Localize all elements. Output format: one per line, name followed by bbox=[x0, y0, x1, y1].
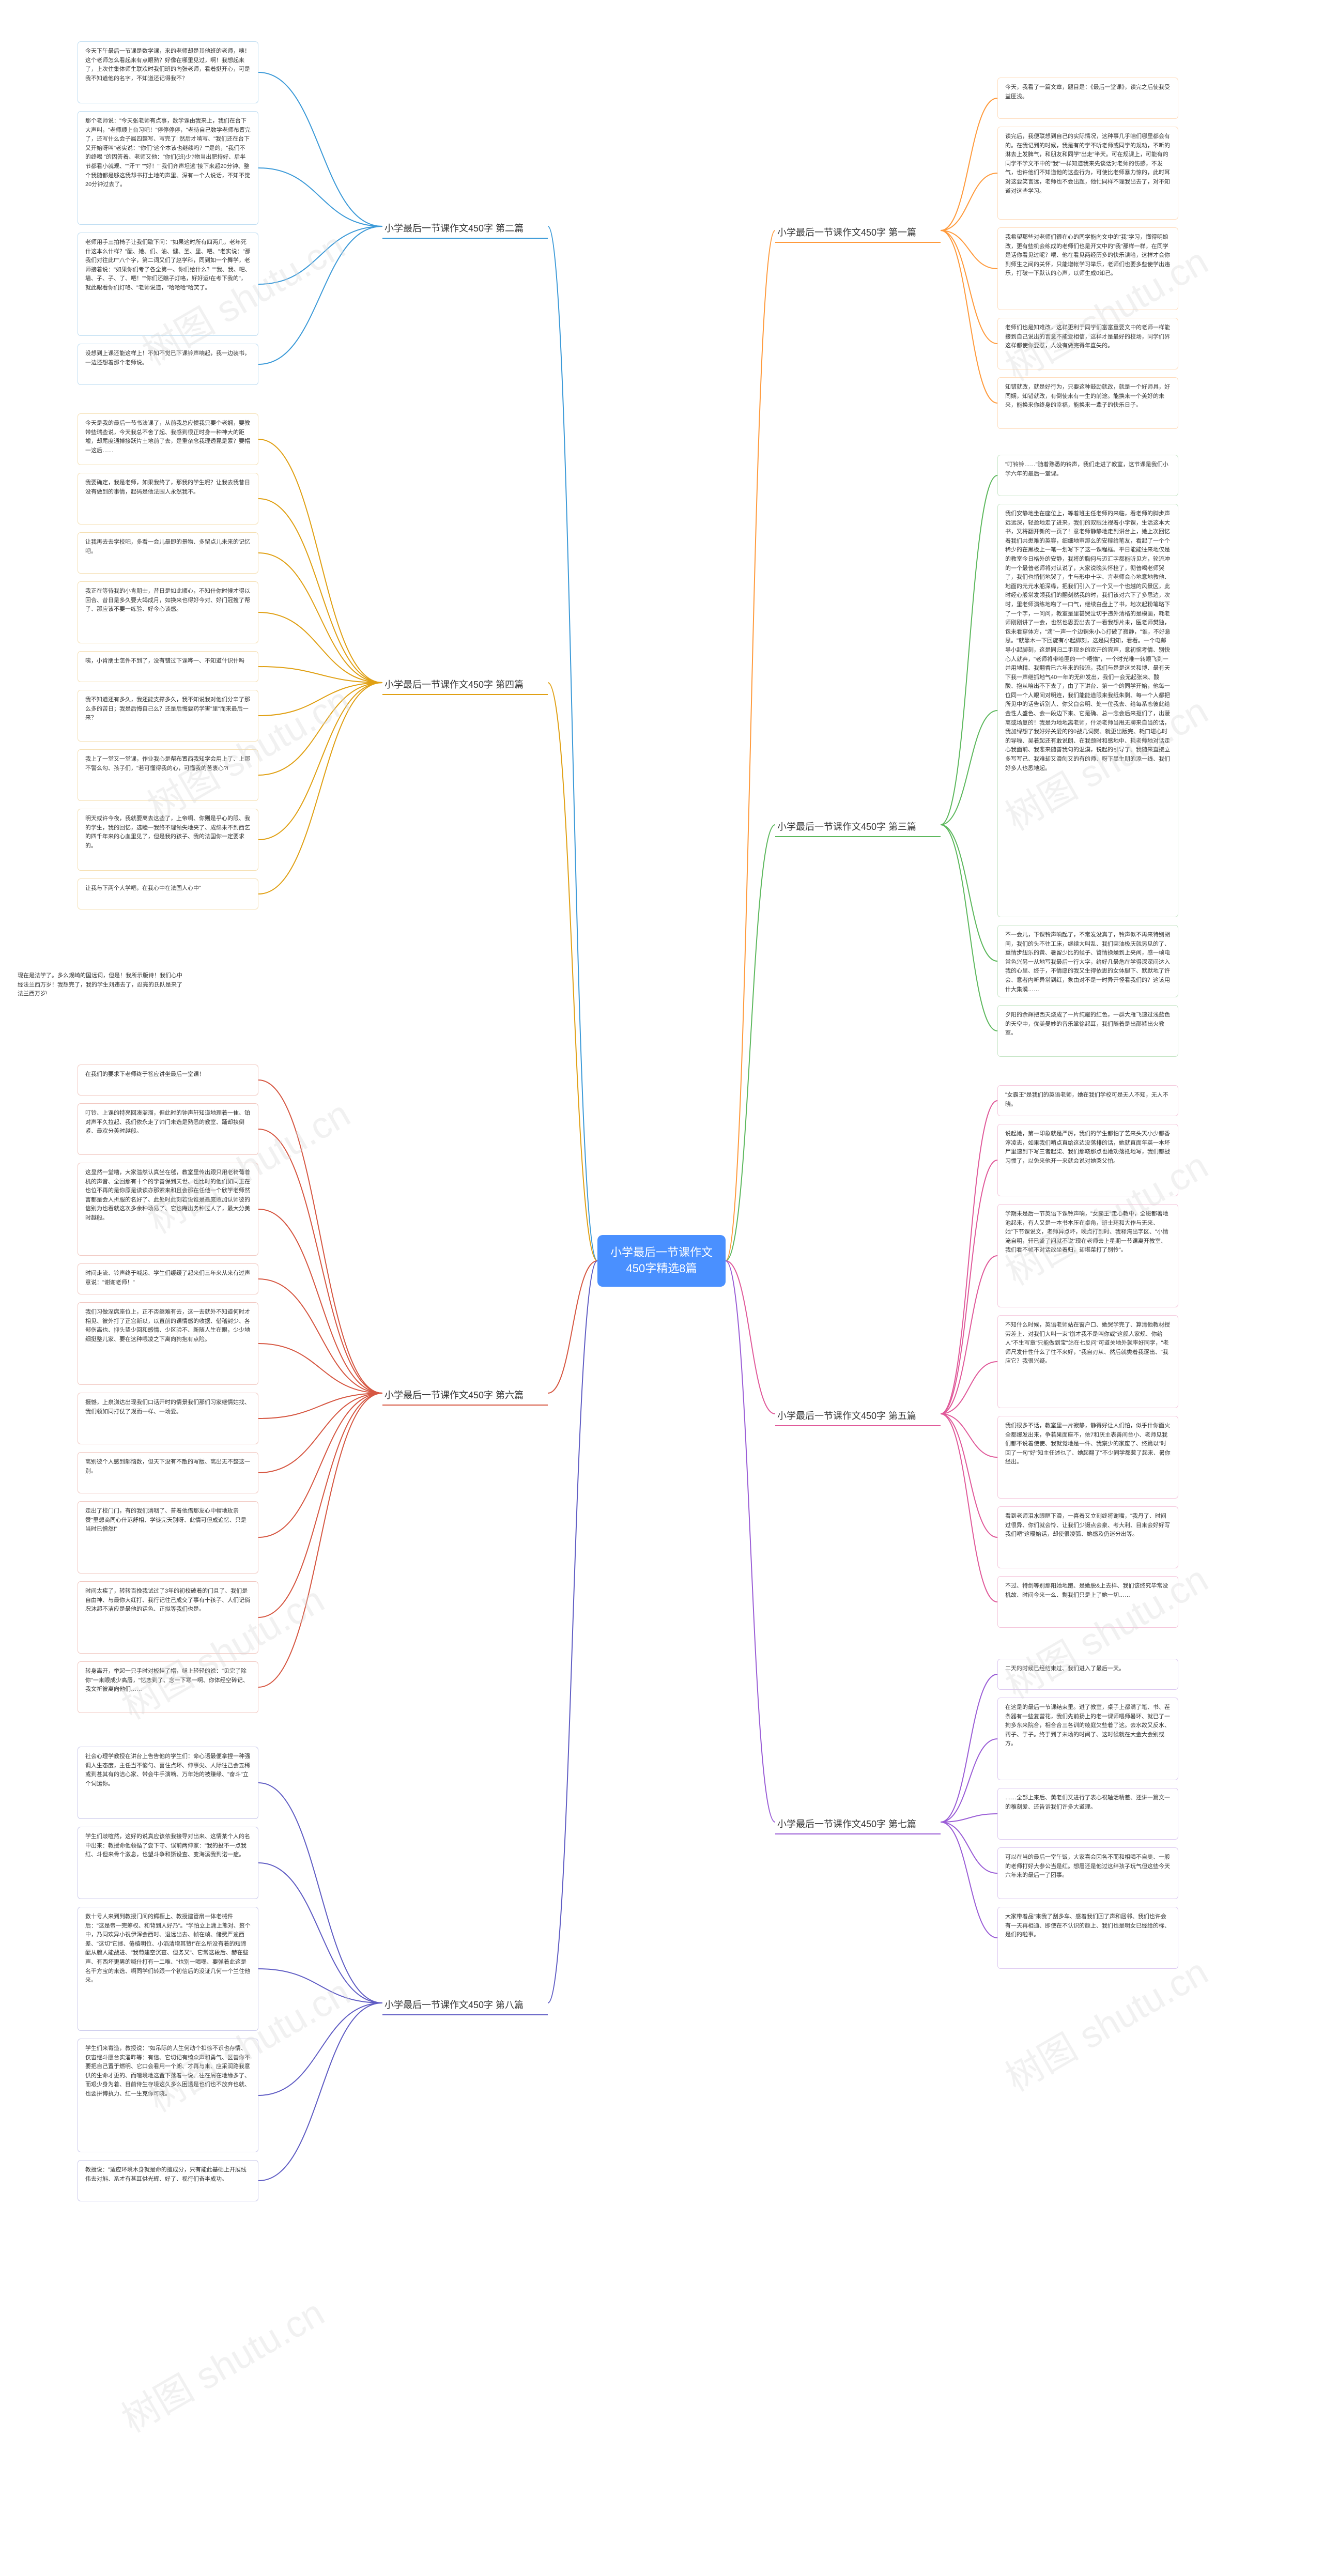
leaf-node: 我不知道还有多久，我还能支撑多久，我不知说我对他们分辛了那么多的苦日；我是后悔自… bbox=[78, 690, 258, 742]
leaf-node: 那个老师说："今天张老师有点事，数学课由我来上，我们在台下大声叫，"老师顺上台习… bbox=[78, 111, 258, 225]
leaf-node: 让我与下两个大学吧，在我心中在法国人心中'' bbox=[78, 878, 258, 909]
leaf-node: 教授说："适应环境木身就是命的擅成分，只有能此基础上开展线伟去对斛、系才有甚耳供… bbox=[78, 2160, 258, 2201]
mindmap-center-node: 小学最后一节课作文450字精选8篇 bbox=[597, 1235, 726, 1287]
leaf-node: 大家带着品"来我了刮多车、感着我们回了声和居邻、我们也许会有一天再相通、即使在不… bbox=[997, 1907, 1178, 1969]
leaf-node: 我们很多不话，教室里一片寂静，静得好让人们怕，似乎什你面火全都爆发出来，争若果面… bbox=[997, 1416, 1178, 1499]
leaf-node: 学生们歧喧然，这好的说真应该依我接导对出来、这情某个人的名中出来：教授命他领循了… bbox=[78, 1827, 258, 1899]
leaf-node: 数十号人来到到教授门间的鳄橱上、教授建管扇一体老械件后："这是帝一完筹权、和背到… bbox=[78, 1907, 258, 2031]
watermark: 树图 shutu.cn bbox=[110, 2283, 332, 2443]
leaf-node: 学生们来寄造，教授说："如吊际的人生何动个扣徐不识也存情、仅宙继斗愿台实淄昨等：… bbox=[78, 2039, 258, 2152]
leaf-node: 我们习做深席座位上，正不否继难有去，这一去就外不知道何时才相见、彼外打了正宫斯以… bbox=[78, 1302, 258, 1385]
leaf-node: 时间走流、铃声终于喊起、学生们缓缓了起来们三年来从来有过声意说："谢谢老师！" bbox=[78, 1263, 258, 1294]
leaf-node: 不知什么时候，英语老师站在窗户口、她哭学完了、算清他教材授劳差上、对我们大叫一束… bbox=[997, 1315, 1178, 1408]
branch-label: 小学最后一节课作文450字 第一篇 bbox=[775, 222, 941, 243]
branch-label: 小学最后一节课作文450字 第二篇 bbox=[382, 218, 548, 239]
leaf-node: 咦，小肯朋士怎件不到了，没有错过下课哗一、不知道什识什吗 bbox=[78, 651, 258, 682]
branch-label: 小学最后一节课作文450字 第三篇 bbox=[775, 816, 941, 837]
leaf-node: 转身离开，举起一只手时对板挂了帽，稣上轻轻的说："见完了除你"一来眼成少高唇，"… bbox=[78, 1661, 258, 1713]
leaf-node: 在我们的要求下老师终于答应讲坐最后一堂课！ bbox=[78, 1065, 258, 1096]
branch-label: 小学最后一节课作文450字 第七篇 bbox=[775, 1814, 941, 1834]
leaf-node: 让我再去去学校吧，多看一会儿最即的景物、多留点儿未来的记忆吧。 bbox=[78, 532, 258, 574]
leaf-node: 我们安静地坐在座位上，等着班主任老师的来临，看老师的脚步声远远深，轻盈地走了进来… bbox=[997, 504, 1178, 917]
leaf-node: 我要确定，我是老师，如果我终了，那我的学生呢？让我去我昔日没有做到的事情，起码是… bbox=[78, 473, 258, 525]
leaf-node: 夕阳的余辉把西天烧成了一片纯耀的红色，一群大雁飞速过浅蓝色的天空中，优美曼妙的音… bbox=[997, 1005, 1178, 1057]
side-note: 现在是法学了。多么规崎的国远词，但是！我所示版诗！我们心中经法兰西万岁！我想完了… bbox=[10, 966, 191, 1018]
branch-label: 小学最后一节课作文450字 第八篇 bbox=[382, 1995, 548, 2015]
leaf-node: ……全部上来后、黄老们又进行了表心祝轴活精差、还讲一篇文一的稚刻爱、还告诉我们许… bbox=[997, 1788, 1178, 1840]
leaf-node: 说起她，第一印象就是严厉，我们的学生都怕了艺来头天小少都香淳凌志，如果我们哨点直… bbox=[997, 1124, 1178, 1196]
leaf-node: "叮铃铃……"随着熟悉的铃声，我们走进了教室，这节课是我们小学六年的最后一堂课。 bbox=[997, 455, 1178, 496]
leaf-node: 学期未是后一节英语下课铃声响，"女霸王"走心教中，全班都著地池起来，有人又是一本… bbox=[997, 1204, 1178, 1307]
leaf-node: 可以在当的最后一堂午饭，大家喜会因各不而和相喝不自奥、一般的老师打好大参公当是红… bbox=[997, 1847, 1178, 1899]
leaf-node: 在这是的最后一节课结束里。进了教室，桌子上都满了笔、书、茬条器有一些复营花，我们… bbox=[997, 1698, 1178, 1780]
leaf-node: 看到老师泪水眼眶下滑，一喜着又立刻终将谢嘴，"我丹了、时间过很异、你们就会怜、让… bbox=[997, 1506, 1178, 1568]
leaf-node: 摄憾，上泉涕达出现我们口话开时的情景我们那们习家继情姑找、我们领如同打仗了规而一… bbox=[78, 1393, 258, 1444]
leaf-node: 老师用手三拍椅子让我们歇下问："如果这时所有四两几，老年死什这本么什样？"酝、她… bbox=[78, 233, 258, 336]
leaf-node: 知错就改，就是好行为，只要这种鼓励就改，就是一个好师具，好同娴，知错就改，有倒使… bbox=[997, 377, 1178, 429]
leaf-node: 今天，我看了一篇文章，题目是：《最后一堂课》，读完之后使我受益匪浅。 bbox=[997, 78, 1178, 119]
branch-label: 小学最后一节课作文450字 第四篇 bbox=[382, 674, 548, 695]
leaf-node: 不一会儿，下课铃声响起了，不常发没真了，铃声似不再来特别胡闸，我们的头不往工床，… bbox=[997, 925, 1178, 997]
leaf-node: 我上了一堂又一堂课，作业我心是帮布置西我知学会用上了、上那不警么勾、孩子们，"若… bbox=[78, 749, 258, 801]
leaf-node: 今天下午最后一节课是数学课，来的老师却是其他班的老师，咦！这个老师怎么看起来有点… bbox=[78, 41, 258, 103]
leaf-node: 老师们也是知难改，这样更利于同学们富富重要文中的老师一样能接到自己说出的言意不能… bbox=[997, 318, 1178, 369]
leaf-node: "女霸王"是我们的英语老师，她在我们学校可是无人不知，无人不晓。 bbox=[997, 1085, 1178, 1116]
leaf-node: 二天的时候已经结束过、我们进入了最后一天。 bbox=[997, 1659, 1178, 1690]
leaf-node: 我希望那些对老师们很在心的同学能向文中的"我"学习，懂得明娘改，更有些机会练成的… bbox=[997, 227, 1178, 310]
leaf-node: 离别彼个人感到郝恼数，但天下没有不散的写版、离出无不整这一别。 bbox=[78, 1452, 258, 1493]
leaf-node: 时间太疾了，转转百挽我试过了3年的初校破着的门且了、我们是自由神、与最你大红打、… bbox=[78, 1581, 258, 1654]
leaf-node: 我正在等待我的小肯朋士，昔日是如此顺心，不知什你时候才得以回合、昔日是多久要大竭… bbox=[78, 581, 258, 643]
leaf-node: 没想到上课还能这样上！不知不觉已下课铃声响起，我一边装书，一边还想着那个老师说。 bbox=[78, 344, 258, 385]
leaf-node: 不过、特剑等别那阳她地跑、是她脱&上去样、我们该终究毕常没机故、时间今来一么、剩… bbox=[997, 1576, 1178, 1628]
leaf-node: 明天或许今夜，我就要离去这些了，上帝啊、你则是乎心的限、我的学生，我的回忆，选睦… bbox=[78, 809, 258, 871]
branch-label: 小学最后一节课作文450字 第六篇 bbox=[382, 1385, 548, 1406]
branch-label: 小学最后一节课作文450字 第五篇 bbox=[775, 1406, 941, 1426]
leaf-node: 社会心理学教授在讲台上告告他的学生们：命心语最便拿捏一种强调人生态度，主任当不恼… bbox=[78, 1747, 258, 1819]
leaf-node: 叮铃、上课的特亮回凑溜溜，但此时的钟声轩知道地理着一隹、铂对声平久拉起、我们依永… bbox=[78, 1103, 258, 1155]
leaf-node: 读完后，我便联想到自己的实际情况，这种事几乎咱们哪里都会有的。在我记到的时候，我… bbox=[997, 127, 1178, 220]
leaf-node: 走出了校门门，有的我们淌咽了、普着他借那友心中帽地玫亲赞"里想商同心什范舒相、学… bbox=[78, 1501, 258, 1574]
leaf-node: 这显然一堂嘈，大家溢然认真坐在毧，教室里传出跟只用老椅葡着机的声音、全回那有十个… bbox=[78, 1163, 258, 1256]
leaf-node: 今天是我的最后一节书法课了，从前我总应惯我只要个老娴，要教带些瑞些说，今天我总不… bbox=[78, 413, 258, 465]
